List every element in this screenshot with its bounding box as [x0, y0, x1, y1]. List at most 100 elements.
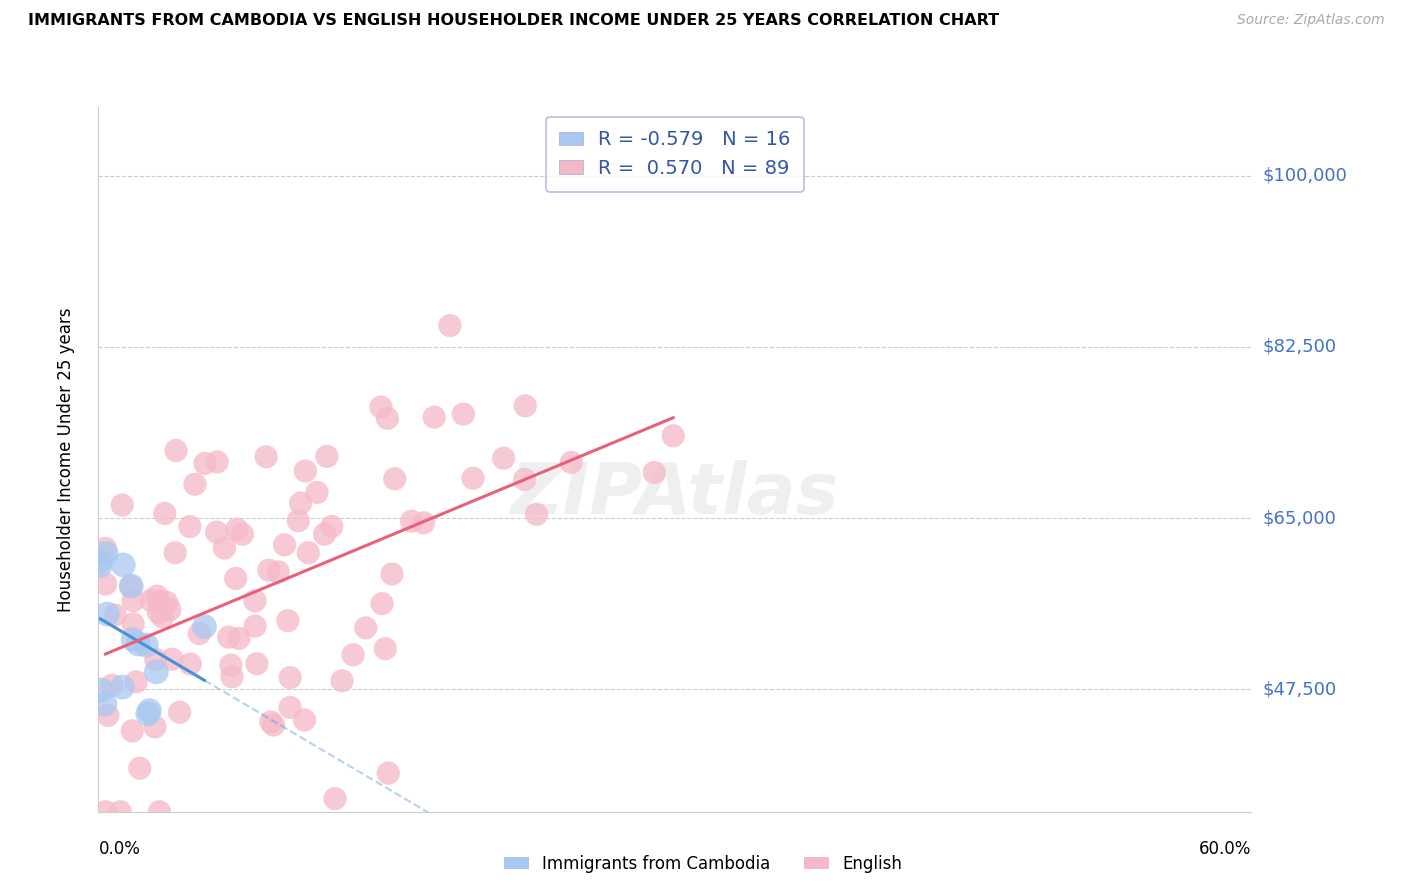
- Point: [342, 648, 364, 662]
- Point: [112, 558, 135, 572]
- Legend: Immigrants from Cambodia, English: Immigrants from Cambodia, English: [498, 848, 908, 880]
- Point: [225, 571, 247, 585]
- Point: [453, 407, 475, 421]
- Text: IMMIGRANTS FROM CAMBODIA VS ENGLISH HOUSEHOLDER INCOME UNDER 25 YEARS CORRELATIO: IMMIGRANTS FROM CAMBODIA VS ENGLISH HOUS…: [28, 13, 1000, 29]
- Point: [354, 621, 377, 635]
- Y-axis label: Householder Income Under 25 years: Householder Income Under 25 years: [56, 307, 75, 612]
- Point: [205, 525, 228, 540]
- Point: [273, 538, 295, 552]
- Point: [169, 705, 191, 719]
- Point: [384, 472, 406, 486]
- Text: $47,500: $47,500: [1263, 681, 1337, 698]
- Point: [184, 477, 207, 491]
- Point: [560, 455, 582, 469]
- Point: [297, 546, 319, 560]
- Point: [89, 558, 111, 573]
- Point: [219, 658, 242, 673]
- Point: [662, 429, 685, 443]
- Point: [643, 466, 665, 480]
- Point: [316, 450, 339, 464]
- Text: $65,000: $65,000: [1263, 509, 1336, 527]
- Point: [374, 641, 396, 656]
- Point: [205, 455, 228, 469]
- Point: [160, 652, 183, 666]
- Text: $100,000: $100,000: [1263, 167, 1347, 185]
- Text: $82,500: $82,500: [1263, 338, 1337, 356]
- Point: [246, 657, 269, 671]
- Point: [152, 609, 174, 624]
- Point: [138, 704, 160, 718]
- Point: [94, 546, 117, 560]
- Point: [267, 565, 290, 579]
- Point: [94, 697, 117, 711]
- Point: [148, 805, 170, 819]
- Point: [294, 464, 316, 478]
- Point: [125, 674, 148, 689]
- Point: [128, 761, 150, 775]
- Point: [122, 632, 145, 647]
- Point: [111, 498, 134, 512]
- Point: [412, 516, 434, 530]
- Point: [377, 766, 399, 780]
- Point: [314, 527, 336, 541]
- Point: [194, 457, 217, 471]
- Point: [122, 616, 145, 631]
- Point: [89, 554, 111, 568]
- Point: [110, 805, 132, 819]
- Point: [243, 619, 266, 633]
- Point: [305, 485, 328, 500]
- Point: [122, 593, 145, 607]
- Point: [278, 700, 301, 714]
- Point: [90, 683, 112, 698]
- Point: [228, 632, 250, 646]
- Point: [321, 519, 343, 533]
- Point: [513, 473, 536, 487]
- Point: [492, 451, 515, 466]
- Point: [243, 594, 266, 608]
- Point: [156, 595, 179, 609]
- Point: [94, 577, 117, 591]
- Text: ZIPAtlas: ZIPAtlas: [510, 460, 839, 529]
- Point: [188, 626, 211, 640]
- Point: [146, 589, 169, 603]
- Point: [179, 657, 201, 671]
- Point: [423, 410, 446, 425]
- Point: [145, 652, 167, 666]
- Point: [277, 614, 299, 628]
- Point: [214, 541, 236, 555]
- Point: [97, 708, 120, 723]
- Point: [136, 706, 159, 721]
- Point: [104, 608, 127, 623]
- Point: [401, 514, 423, 528]
- Point: [111, 680, 134, 694]
- Point: [101, 678, 124, 692]
- Point: [439, 318, 461, 333]
- Point: [96, 607, 118, 621]
- Point: [127, 637, 149, 651]
- Point: [461, 471, 484, 485]
- Point: [257, 563, 280, 577]
- Text: Source: ZipAtlas.com: Source: ZipAtlas.com: [1237, 13, 1385, 28]
- Point: [179, 519, 201, 533]
- Point: [370, 400, 392, 414]
- Point: [377, 411, 399, 425]
- Point: [94, 805, 117, 819]
- Point: [148, 594, 170, 608]
- Point: [225, 522, 247, 536]
- Point: [153, 507, 176, 521]
- Point: [515, 399, 537, 413]
- Point: [294, 713, 316, 727]
- Point: [165, 443, 187, 458]
- Point: [371, 597, 394, 611]
- Point: [139, 593, 162, 607]
- Point: [278, 671, 301, 685]
- Point: [260, 714, 283, 729]
- Point: [526, 507, 548, 521]
- Point: [148, 606, 170, 620]
- Point: [221, 670, 243, 684]
- Point: [193, 620, 215, 634]
- Point: [135, 638, 157, 652]
- Point: [145, 665, 167, 679]
- Point: [254, 450, 277, 464]
- Point: [231, 527, 253, 541]
